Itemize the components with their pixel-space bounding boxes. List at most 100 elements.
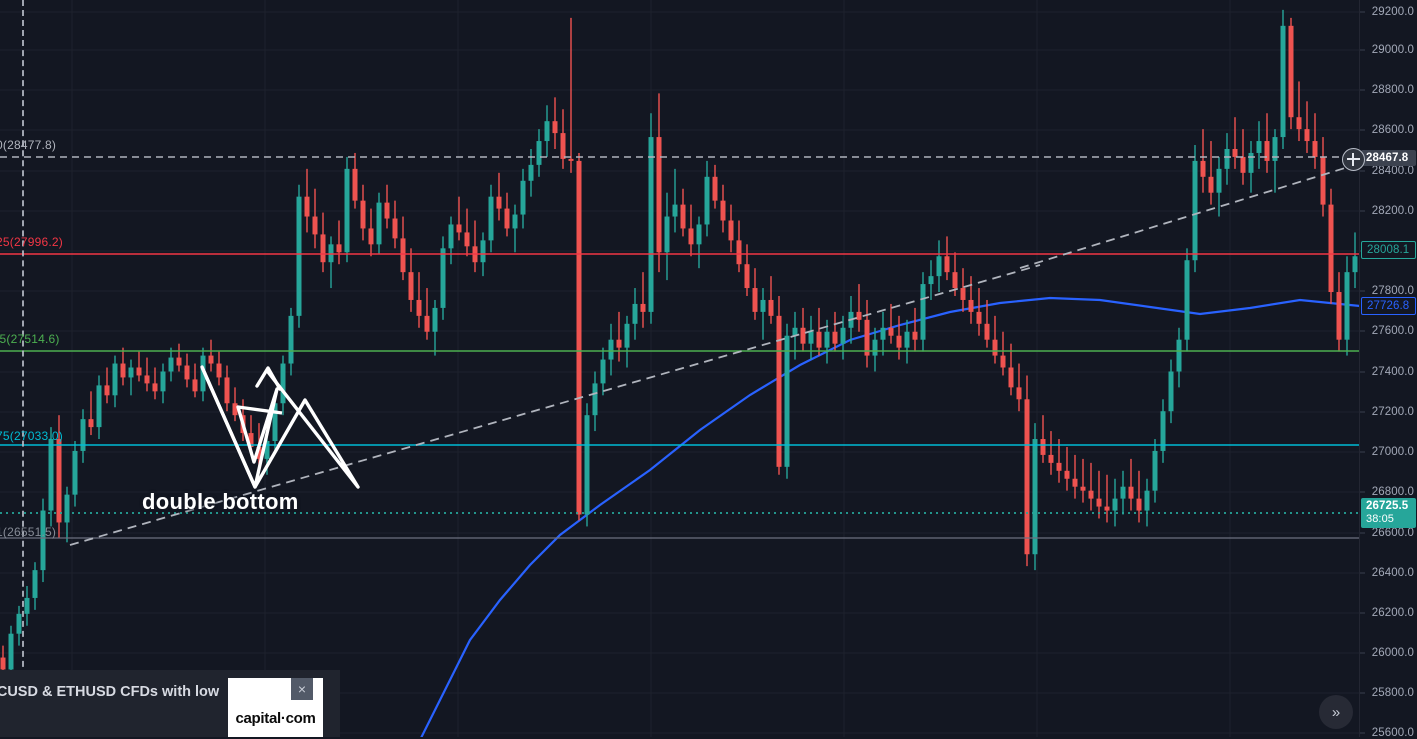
candle-body	[1184, 260, 1190, 340]
bar-countdown: 38:05	[1366, 513, 1395, 525]
candle-body	[624, 323, 630, 348]
candle-body	[1144, 490, 1150, 511]
price-tick-mark	[1360, 411, 1365, 413]
fib-1-label[interactable]: 0(28477.8)	[0, 138, 57, 152]
candle-body	[72, 450, 78, 495]
price-tick-label: 28200.0	[1371, 205, 1414, 217]
candle-body	[816, 331, 822, 348]
candle-body	[704, 176, 710, 225]
scroll-to-realtime-button[interactable]: »	[1319, 695, 1353, 729]
candle-body	[384, 202, 390, 219]
candle-body	[568, 158, 574, 161]
candle-body	[272, 403, 278, 442]
candle-body	[144, 375, 150, 384]
ad-logo: capital·com ×	[228, 678, 323, 737]
candle-body	[896, 335, 902, 348]
last-price-label[interactable]: 26725.5 38:05	[1361, 498, 1416, 528]
candle-body	[64, 494, 70, 523]
fib-0-label[interactable]: 1(26551.5)	[0, 525, 57, 539]
candle-body	[48, 439, 54, 511]
candle-body	[808, 331, 814, 344]
candle-body	[368, 228, 374, 245]
candle-body	[872, 339, 878, 356]
candle-body	[1000, 355, 1006, 368]
candle-body	[712, 176, 718, 201]
candle-body	[1112, 498, 1118, 511]
candle-body	[512, 214, 518, 229]
candle-body	[904, 331, 910, 348]
candle-body	[912, 331, 918, 340]
candle-body	[1016, 387, 1022, 400]
candle-body	[1280, 25, 1286, 138]
candle-body	[960, 288, 966, 300]
candle-body	[264, 441, 270, 459]
candle-body	[784, 335, 790, 467]
price-tick-mark	[1360, 451, 1365, 453]
fib-0786-label[interactable]: 25(27996.2)	[0, 235, 63, 249]
candle-body	[936, 256, 942, 277]
candle-body	[1240, 156, 1246, 173]
price-tick-label: 29000.0	[1371, 44, 1414, 56]
price-scale[interactable]: 29200.0 29000.0 28800.0 28600.0 28400.0 28200…	[1359, 0, 1417, 739]
candle-body	[1032, 439, 1038, 555]
candle-body	[464, 232, 470, 247]
candle-body	[32, 570, 38, 598]
price-tick-mark	[1360, 572, 1365, 574]
fib-05-label[interactable]: 75(27033.0)	[0, 429, 63, 443]
price-tick-label: 26400.0	[1371, 567, 1414, 579]
crosshair-add-icon[interactable]	[1342, 148, 1365, 171]
candle-body	[216, 363, 222, 378]
candle-body	[856, 311, 862, 320]
candle-body	[640, 303, 646, 312]
candle-body	[720, 200, 726, 221]
candle-body	[40, 510, 46, 571]
ad-close-icon[interactable]: ×	[291, 678, 313, 700]
price-tick-mark	[1360, 89, 1365, 91]
candle-body	[1200, 160, 1206, 177]
candle-body	[496, 196, 502, 209]
candle-body	[120, 363, 126, 378]
candle-body	[592, 383, 598, 416]
price-tick-mark	[1360, 612, 1365, 614]
candle-body	[536, 141, 542, 165]
candle-body	[56, 439, 62, 523]
candle-body	[552, 121, 558, 134]
double-chevron-right-icon: »	[1331, 703, 1341, 721]
candle-body	[1048, 454, 1054, 463]
candle-body	[680, 204, 686, 229]
candle-body	[1040, 439, 1046, 455]
price-tick-label: 25600.0	[1371, 727, 1414, 739]
price-tick-label: 26800.0	[1371, 486, 1414, 498]
candle-body	[824, 331, 830, 348]
candle-body	[1104, 506, 1110, 511]
candle-body	[752, 288, 758, 312]
candle-body	[504, 208, 510, 229]
candle-body	[400, 238, 406, 273]
candle-body	[232, 403, 238, 416]
candle-body	[336, 244, 342, 253]
candle-body	[1304, 129, 1310, 142]
candle-body	[688, 228, 694, 245]
candle-body	[920, 284, 926, 340]
candle-body	[776, 315, 782, 467]
candle-body	[112, 363, 118, 396]
fib-0618-label[interactable]: .5(27514.6)	[0, 332, 60, 346]
crosshair-price-label[interactable]: 28467.8	[1361, 150, 1416, 166]
candle-body	[168, 357, 174, 372]
candle-body	[728, 220, 734, 241]
moving-average-price-label[interactable]: 27726.8	[1361, 297, 1416, 315]
double-bottom-w-path	[200, 365, 360, 489]
candle-body	[840, 327, 846, 344]
candle-body	[200, 355, 206, 392]
candle-body	[600, 359, 606, 384]
candle-body	[952, 272, 958, 289]
resistance-price-label[interactable]: 28008.1	[1361, 241, 1416, 259]
candle-body	[0, 657, 6, 670]
candle-body	[1296, 117, 1302, 130]
advertisement-banner[interactable]: TCUSD & ETHUSD CFDs with low capital·com…	[0, 670, 340, 737]
candle-body	[968, 299, 974, 312]
price-tick-mark	[1360, 290, 1365, 292]
candle-body	[880, 327, 886, 340]
candle-body	[832, 331, 838, 344]
